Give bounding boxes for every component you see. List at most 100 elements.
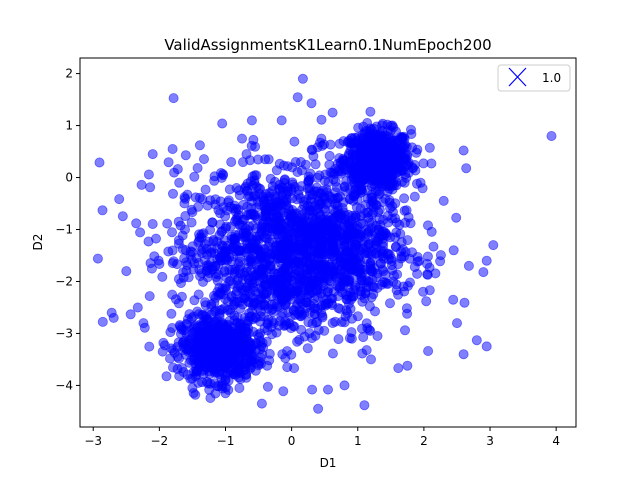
data-point xyxy=(167,245,178,256)
data-point xyxy=(121,266,132,277)
data-point xyxy=(384,173,395,184)
data-point xyxy=(424,285,435,296)
data-point xyxy=(189,171,200,182)
data-point xyxy=(394,135,405,146)
data-point xyxy=(287,271,298,282)
data-point xyxy=(316,133,327,144)
data-point xyxy=(187,382,198,393)
data-point xyxy=(200,184,211,195)
data-point xyxy=(282,161,293,172)
data-point xyxy=(208,234,219,245)
data-point xyxy=(136,179,147,190)
data-point xyxy=(365,354,376,365)
data-point xyxy=(125,309,136,320)
data-point xyxy=(358,332,369,343)
data-point xyxy=(385,125,396,136)
data-point xyxy=(143,236,154,247)
data-point xyxy=(378,142,389,153)
data-point xyxy=(181,318,192,329)
data-point xyxy=(351,175,362,186)
y-tick-label: 0 xyxy=(65,171,73,185)
y-axis: 2 1 0 −1 −2 −3 −4 xyxy=(55,67,80,392)
data-point xyxy=(362,228,373,239)
data-point xyxy=(279,177,290,188)
x-axis: −3 −2 −1 0 1 2 3 4 xyxy=(84,427,560,448)
data-point xyxy=(262,381,273,392)
data-point xyxy=(393,289,404,300)
data-point xyxy=(423,345,434,356)
data-point xyxy=(264,187,275,198)
data-point xyxy=(246,115,257,126)
data-point xyxy=(546,130,557,141)
data-point xyxy=(324,150,335,161)
y-tick-label: −2 xyxy=(55,274,73,288)
data-point xyxy=(265,173,276,184)
data-point xyxy=(321,299,332,310)
data-point xyxy=(278,386,289,397)
legend-marker-x-icon xyxy=(508,67,527,87)
data-point xyxy=(259,323,270,334)
data-point xyxy=(286,183,297,194)
data-point xyxy=(144,341,155,352)
data-point xyxy=(167,289,178,300)
data-point xyxy=(147,149,158,160)
data-point xyxy=(287,210,298,221)
data-point xyxy=(384,298,395,309)
data-point xyxy=(108,312,119,323)
data-point xyxy=(333,220,344,231)
data-point xyxy=(143,169,154,180)
data-point xyxy=(212,275,223,286)
data-point xyxy=(162,218,173,229)
data-point xyxy=(173,216,184,227)
data-point xyxy=(234,382,245,393)
data-point xyxy=(334,138,345,149)
data-point xyxy=(153,255,164,266)
data-point xyxy=(234,190,245,201)
data-point xyxy=(346,333,357,344)
data-point xyxy=(410,165,421,176)
data-point xyxy=(306,98,317,109)
data-point xyxy=(364,239,375,250)
data-point xyxy=(312,303,323,314)
data-point xyxy=(488,240,499,251)
data-point xyxy=(459,297,470,308)
data-point xyxy=(193,201,204,212)
data-point xyxy=(299,286,310,297)
data-point xyxy=(193,336,204,347)
data-point xyxy=(265,284,276,295)
data-point xyxy=(378,246,389,257)
data-point xyxy=(249,297,260,308)
data-point xyxy=(335,269,346,280)
data-point xyxy=(292,92,303,103)
x-axis-label: D1 xyxy=(320,456,337,470)
data-point xyxy=(311,182,322,193)
data-point xyxy=(284,224,295,235)
data-point xyxy=(262,204,273,215)
data-point xyxy=(220,388,231,399)
data-point xyxy=(422,251,433,262)
data-point xyxy=(176,291,187,302)
data-point xyxy=(304,190,315,201)
data-point xyxy=(451,212,462,223)
data-point xyxy=(308,246,319,257)
x-tick-label: −2 xyxy=(151,434,169,448)
data-point xyxy=(305,265,316,276)
data-point xyxy=(246,349,257,360)
data-point xyxy=(358,121,369,132)
x-tick-label: 0 xyxy=(288,434,296,448)
data-point xyxy=(398,159,409,170)
x-tick-label: 3 xyxy=(486,434,494,448)
data-point xyxy=(326,168,337,179)
data-point xyxy=(219,322,230,333)
data-point xyxy=(209,171,220,182)
data-point xyxy=(350,242,361,253)
data-point xyxy=(463,260,474,271)
data-point xyxy=(361,318,372,329)
data-point xyxy=(280,286,291,297)
data-point xyxy=(147,218,158,229)
data-point xyxy=(117,211,128,222)
data-point xyxy=(192,162,203,173)
y-tick-label: 2 xyxy=(65,67,73,81)
data-point xyxy=(378,214,389,225)
